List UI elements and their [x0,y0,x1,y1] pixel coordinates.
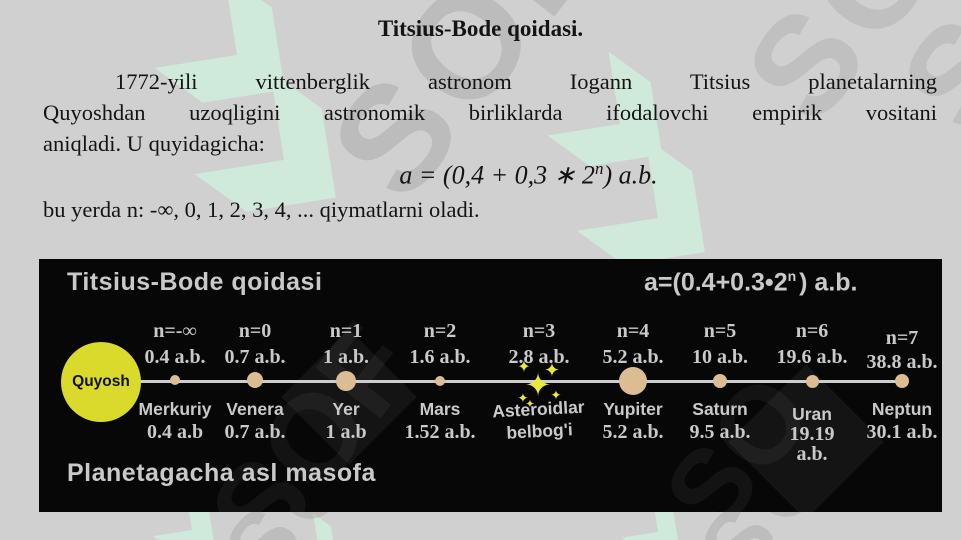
planet-dot-venera [247,372,263,388]
actual-distance: 1.52 a.b. [404,421,476,443]
star-icon: ✦ [524,367,552,403]
n-label: n=5 [703,320,737,342]
planet-name: Uran [792,404,832,424]
n-label: n=3 [522,320,556,342]
titius-bode-formula: a = (0,4 + 0,3 ∗ 2n) a.b. [48,159,961,191]
actual-distance: 5.2 a.b. [602,421,664,443]
titius-bode-diagram: SOF SO Titsius-Bode qoidasi a=(0.4+0.3•2… [39,259,942,512]
n-label: n=7 [885,327,919,349]
planet-dot-saturn [713,374,727,388]
star-icon: ✦ [517,390,529,406]
sun-label: Quyosh [72,373,130,390]
planet-dot-merkuriy [170,375,180,385]
formula-suffix: ) a.b. [799,268,858,297]
star-icon: ✦ [525,398,535,411]
rule-distance: 5.2 a.b. [602,346,664,368]
rule-distance: 1 a.b. [322,346,370,368]
rule-distance: 38.8 a.b. [866,351,938,373]
orbit-line [139,380,905,383]
planet-name: Yupiter [603,399,663,419]
column-neptun: n=7 38.8 a.b. Neptun 30.1 a.b. [847,259,957,512]
planet-name: Mars [419,399,461,419]
rule-distance: 19.6 a.b. [776,346,848,368]
planet-dot-neptun [895,374,909,388]
intro-paragraph-line1: 1772-yili vittenberglik astronom Iogann … [115,69,937,94]
column-saturn: n=5 10 a.b. Saturn 9.5 a.b. [665,259,775,512]
planet-dot-mars [435,376,445,386]
actual-distance: 30.1 a.b. [866,421,938,443]
planet-dot-uran [806,375,819,388]
rule-distance: 1.6 a.b. [409,346,471,368]
planet-name: Venera [226,399,284,419]
planet-dot-yupiter [619,367,647,395]
column-yupiter: n=4 5.2 a.b. Yupiter 5.2 a.b. [578,259,688,512]
planet-name: Yer [332,399,360,419]
column-venera: n=0 0.7 a.b. Venera 0.7 a.b. [200,259,310,512]
column-merkuriy: n=-∞ 0.4 a.b. Merkuriy 0.4 a.b [120,259,230,512]
planet-name: Neptun [871,399,933,419]
n-label: n=2 [423,320,457,342]
n-label: n=-∞ [153,320,197,342]
sun-circle: Quyosh [61,342,141,422]
n-label: n=6 [795,320,829,342]
column-uran: n=6 19.6 a.b. Uran 19.19 a.b. [757,259,867,512]
intro-paragraph-line2: Quyoshdan uzoqligini astronomik birlikla… [43,100,937,125]
page-title: Titsius-Bode qoidasi. [377,16,584,41]
rule-distance: 0.7 a.b. [224,346,286,368]
diagram-title: Titsius-Bode qoidasi [67,268,323,296]
planet-dot-yer [336,371,356,391]
formula-suffix: ) a.b. [603,160,658,190]
planet-name: Asteroidlar [491,396,586,422]
star-icon: ✦ [517,359,531,376]
star-icon: ✦ [550,387,562,403]
actual-distance: 9.5 a.b. [689,421,751,443]
formula-note: bu yerda n: -∞, 0, 1, 2, 3, 4, ... qiyma… [43,197,480,222]
actual-distance: 1 a.b [325,421,367,443]
n-label: n=0 [238,320,272,342]
formula-exponent: n [787,268,797,284]
n-label: n=1 [329,320,363,342]
rule-distance: 0.4 a.b. [144,346,206,368]
column-yer: n=1 1 a.b. Yer 1 a.b [291,259,401,512]
intro-paragraph-line3: aniqladi. U quyidagicha: [43,131,265,156]
star-icon: ✦ [544,360,560,382]
actual-distance: 0.7 a.b. [224,421,286,443]
formula-prefix: a = (0,4 + 0,3 ∗ 2 [399,160,595,190]
actual-distance-line2: a.b. [796,443,828,465]
column-mars: n=2 1.6 a.b. Mars 1.52 a.b. [385,259,495,512]
diagram-caption: Planetagacha asl masofa [67,459,376,487]
planet-name: Merkuriy [138,399,212,419]
actual-distance: 19.19 [789,423,835,445]
column-asteroidlar: n=3 2.8 a.b. Asteroidlar belbog'i [484,259,594,512]
rule-distance: 10 a.b. [691,346,749,368]
rule-distance: 2.8 a.b. [508,346,570,368]
n-label: n=4 [616,320,650,342]
actual-distance: 0.4 a.b [146,421,204,443]
planet-name: Saturn [692,399,748,419]
